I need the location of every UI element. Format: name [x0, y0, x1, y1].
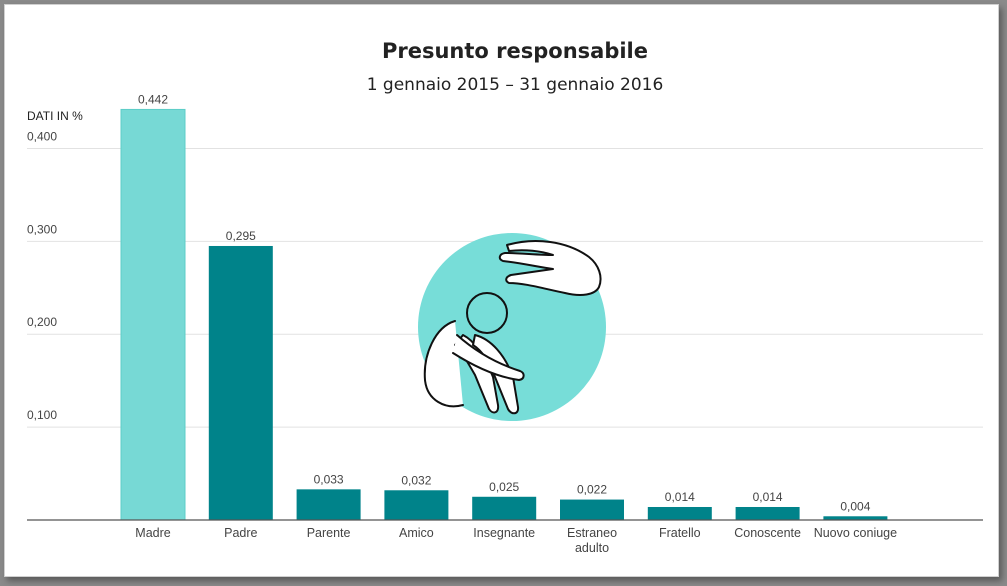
category-label: Amico	[399, 526, 434, 540]
category-label: Estraneo	[567, 526, 617, 540]
hand-shape	[498, 240, 602, 296]
bar	[296, 489, 361, 520]
bar-chart: Presunto responsabile 1 gennaio 2015 – 3…	[27, 39, 983, 555]
value-label: 0,295	[226, 229, 256, 243]
bar	[735, 506, 800, 520]
category-label: adulto	[575, 541, 609, 555]
y-tick-label: 0,400	[27, 129, 57, 143]
category-label: Padre	[224, 526, 257, 540]
category-label: Nuovo coniuge	[814, 526, 897, 540]
category-labels: Madre Padre Parente Amico Insegnante Estraneo…	[135, 526, 897, 555]
chart-frame: Presunto responsabile 1 gennaio 2015 – 3…	[4, 4, 999, 577]
y-axis-unit-label: DATI IN %	[27, 109, 83, 123]
bar	[823, 516, 888, 520]
value-label: 0,442	[138, 92, 168, 106]
bar	[647, 506, 712, 520]
y-tick-label: 0,100	[27, 408, 57, 422]
child-arms	[452, 334, 525, 381]
y-tick-label: 0,200	[27, 315, 57, 329]
hand	[498, 240, 602, 296]
chart-subtitle: 1 gennaio 2015 – 31 gennaio 2016	[367, 75, 664, 95]
category-label: Insegnante	[473, 526, 535, 540]
y-axis-ticks: 0,100 0,200 0,300 0,400	[27, 129, 57, 422]
bar	[208, 245, 273, 520]
child-figure	[423, 292, 525, 415]
y-tick-label: 0,300	[27, 222, 57, 236]
child-head	[466, 292, 508, 334]
child-back	[423, 320, 464, 408]
bar	[472, 496, 537, 520]
value-label: 0,025	[489, 480, 519, 494]
value-label: 0,022	[577, 483, 607, 497]
value-label: 0,014	[665, 490, 695, 504]
value-label: 0,033	[314, 472, 344, 486]
bar	[560, 499, 624, 520]
value-label: 0,004	[840, 499, 870, 513]
category-label: Conoscente	[734, 526, 801, 540]
chart-title: Presunto responsabile	[382, 39, 648, 63]
category-label: Parente	[307, 526, 351, 540]
bar	[384, 490, 449, 520]
bar	[120, 108, 186, 521]
category-label: Madre	[135, 526, 170, 540]
bars	[120, 108, 888, 521]
value-label: 0,032	[401, 473, 431, 487]
category-label: Fratello	[659, 526, 701, 540]
value-labels: 0,442 0,295 0,033 0,032 0,025 0,022 0,014 0,014…	[138, 92, 871, 513]
value-label: 0,014	[753, 490, 783, 504]
child-hugging-knees-under-hand-icon	[418, 233, 606, 421]
